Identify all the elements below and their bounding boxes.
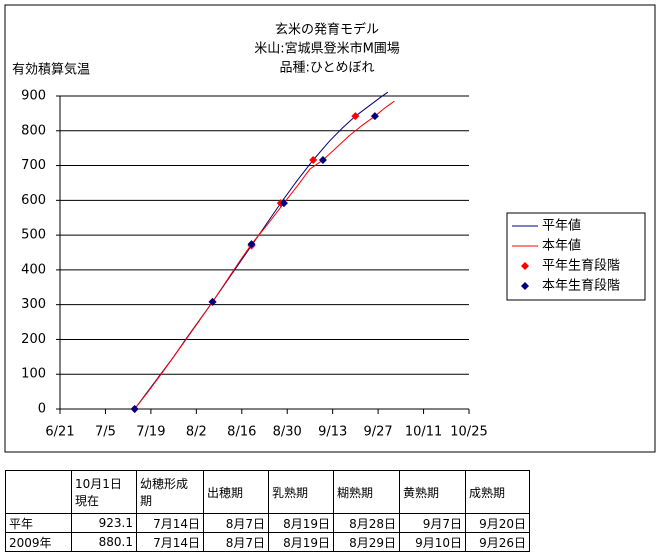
stage-marker [351,112,360,121]
y-tick-label: 500 [21,228,46,243]
legend-label: 平年生育段階 [542,258,620,274]
y-tick-label: 400 [21,262,46,277]
table-row: 平年 923.1 7月14日 8月7日 8月19日 8月28日 9月7日 9月20日 [5,513,530,533]
header-text: 乳熟期 [272,485,309,500]
table-cell: 880.1 [71,532,137,552]
header-cell: 成熟期 [465,470,530,514]
x-tick-label: 9/27 [364,425,393,440]
y-tick-label: 600 [21,193,46,208]
y-tick-label: 300 [21,297,46,312]
header-text: 10月1日 [75,477,122,491]
stage-marker [130,405,139,413]
table-cell: 8月19日 [268,532,334,552]
header-cell: 10月1日現在 [71,470,137,514]
stage-marker [318,155,327,164]
stage-marker [247,240,256,249]
stage-marker [279,199,288,208]
x-tick-label: 10/25 [450,425,487,440]
table-cell: 8月7日 [203,513,269,533]
header-text: 期 [140,494,153,508]
x-tick-label: 6/21 [45,425,74,440]
x-tick-label: 10/11 [405,425,442,440]
x-tick-label: 7/19 [136,425,165,440]
table-cell: 7月14日 [136,532,204,552]
header-cell: 出穂期 [203,470,269,514]
chart-title: 米山:宮城県登米市M圃場 [254,41,400,57]
header-text: 成熟期 [469,485,506,500]
stage-marker [309,155,318,164]
table-cell: 2009年 [5,532,72,552]
table-row: 2009年 880.1 7月14日 8月7日 8月19日 8月29日 9月10日 9月26日 [5,532,530,552]
legend-swatch [521,282,529,290]
x-tick-label: 8/2 [186,425,207,440]
chart-title: 品種:ひとめぼれ [280,60,375,76]
y-axis-label: 有効積算気温 [12,62,90,78]
legend-box [506,212,646,301]
header-cell: 糊熟期 [333,470,400,514]
x-tick-label: 8/30 [273,425,302,440]
table-cell: 7月14日 [136,513,204,533]
legend-label: 本年値 [542,238,581,254]
x-tick-label: 7/5 [95,425,116,440]
legend-swatch [521,262,529,270]
header-cell: 乳熟期 [268,470,334,514]
chart-title: 玄米の発育モデル [275,22,379,38]
y-tick-label: 700 [21,158,46,173]
table-cell: 8月29日 [333,532,400,552]
y-tick-label: 100 [21,367,46,382]
table-cell: 9月10日 [399,532,466,552]
table-body: 10月1日 現在 幼穂形成期出穂期 乳熟期 糊熟期 黄熟期 成熟期 平年 923.1 7月14日 8… [5,470,530,552]
header-text: 糊熟期 [337,485,374,500]
legend-label: 平年値 [542,218,581,234]
header-text: 幼穂形成 [140,477,189,491]
table-cell: 8月28日 [333,513,400,533]
table-cell: 9月20日 [465,513,530,533]
header-cell: 黄熟期 [399,470,466,514]
series-line [134,100,395,410]
y-tick-label: 900 [21,89,46,104]
table-header-row: 10月1日 現在 幼穂形成期出穂期 乳熟期 糊熟期 黄熟期 成熟期 [5,470,530,514]
x-tick-label: 9/13 [318,425,347,440]
header-text: 黄熟期 [403,485,440,500]
table-cell: 8月7日 [203,532,269,552]
table-cell: 平年 [5,513,72,533]
header-text: 現在 [75,494,100,508]
header-cell [5,470,72,514]
table-cell: 923.1 [71,513,137,533]
y-tick-label: 800 [21,123,46,138]
header-text: 出穂期 [207,485,244,500]
data-table: 10月1日 現在 幼穂形成期出穂期 乳熟期 糊熟期 黄熟期 成熟期 平年 923.1 7月14日 8… [5,470,530,552]
table-cell: 9月26日 [465,532,530,552]
stage-marker [208,297,217,306]
stage-marker [370,112,379,121]
header-cell: 幼穂形成期 [136,470,204,514]
table-cell: 9月7日 [399,513,466,533]
x-tick-label: 8/16 [227,425,256,440]
y-tick-label: 0 [38,402,46,417]
table-cell: 8月19日 [268,513,334,533]
y-tick-label: 200 [21,332,46,347]
legend-label: 本年生育段階 [542,278,620,294]
